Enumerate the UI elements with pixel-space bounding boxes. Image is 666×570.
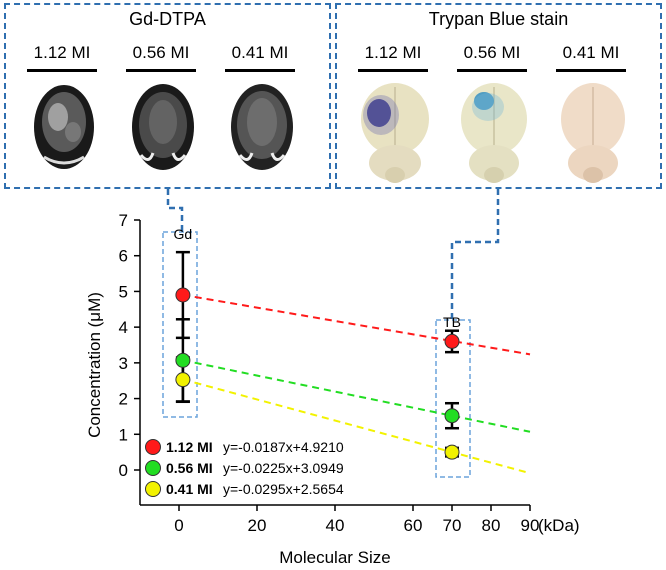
legend-marker	[145, 439, 161, 455]
stained-brain-image	[461, 83, 527, 183]
gd-dose-label-2: 0.56 MI	[132, 43, 190, 62]
x-tick-label: 60	[404, 516, 423, 535]
trend-line	[182, 293, 531, 356]
tb-dose-label-1: 1.12 MI	[364, 43, 422, 62]
gd-dose-label-3: 0.41 MI	[231, 43, 289, 62]
data-point	[175, 352, 191, 368]
gd-highlight-box	[162, 231, 198, 418]
tb-dose-underline-3	[556, 69, 626, 72]
x-tick-label: 90	[521, 516, 540, 535]
legend-equation: y=-0.0295x+2.5654	[223, 481, 344, 497]
y-tick-label: 3	[119, 354, 128, 373]
trend-line	[182, 359, 531, 433]
legend-series-name: 0.41 MI	[166, 481, 213, 497]
gd-dose-label-1: 1.12 MI	[33, 43, 91, 62]
trypan-blue-panel: Trypan Blue stain 1.12 MI 0.56 MI 0.41 M…	[335, 3, 662, 189]
y-tick-label: 7	[119, 211, 128, 230]
x-axis-title: Molecular Size	[279, 548, 391, 567]
annotation-label: TB	[443, 314, 461, 330]
y-tick-label: 5	[119, 282, 128, 301]
tb-dose-label-2: 0.56 MI	[463, 43, 521, 62]
annotation-label: Gd	[174, 226, 193, 242]
mri-brain-image	[132, 84, 194, 170]
gd-dose-underline-2	[126, 69, 196, 72]
y-tick-label: 2	[119, 390, 128, 409]
gd-dose-underline-3	[225, 69, 295, 72]
data-point	[444, 408, 460, 424]
legend-series-name: 0.56 MI	[166, 460, 213, 476]
x-unit-label: (kDa)	[538, 516, 580, 535]
mri-brain-image	[34, 85, 94, 169]
y-tick-label: 4	[119, 318, 128, 337]
x-tick-label: 40	[326, 516, 345, 535]
x-tick-label: 70	[443, 516, 462, 535]
tb-highlight-box	[435, 319, 471, 478]
data-point	[444, 444, 460, 460]
mri-brain-image	[231, 84, 293, 170]
gd-connector-line	[166, 189, 184, 232]
y-axis-title: Concentration (μM)	[85, 292, 104, 438]
y-tick-label: 0	[119, 461, 128, 480]
data-point	[444, 333, 460, 349]
legend-equation: y=-0.0187x+4.9210	[223, 439, 344, 455]
tb-dose-underline-1	[358, 69, 428, 72]
legend-equation: y=-0.0225x+3.0949	[223, 460, 344, 476]
stained-brain-image	[561, 83, 625, 183]
trypan-blue-panel-title: Trypan Blue stain	[428, 9, 569, 29]
data-point	[175, 287, 191, 303]
legend-series-name: 1.12 MI	[166, 439, 213, 455]
x-tick-label: 80	[482, 516, 501, 535]
x-tick-label: 0	[174, 516, 183, 535]
legend-marker	[145, 481, 161, 497]
data-point	[175, 372, 191, 388]
tb-dose-label-3: 0.41 MI	[562, 43, 620, 62]
gd-dtpa-panel-title: Gd-DTPA	[129, 9, 206, 29]
gd-dose-underline-1	[27, 69, 97, 72]
tb-dose-underline-2	[457, 69, 527, 72]
gd-dtpa-panel: Gd-DTPA 1.12 MI 0.56 MI 0.41 MI	[4, 3, 331, 189]
tb-connector-line	[450, 189, 500, 320]
x-tick-label: 20	[248, 516, 267, 535]
y-tick-label: 1	[119, 425, 128, 444]
legend-marker	[145, 460, 161, 476]
y-tick-label: 6	[119, 247, 128, 266]
stained-brain-image	[361, 83, 429, 183]
